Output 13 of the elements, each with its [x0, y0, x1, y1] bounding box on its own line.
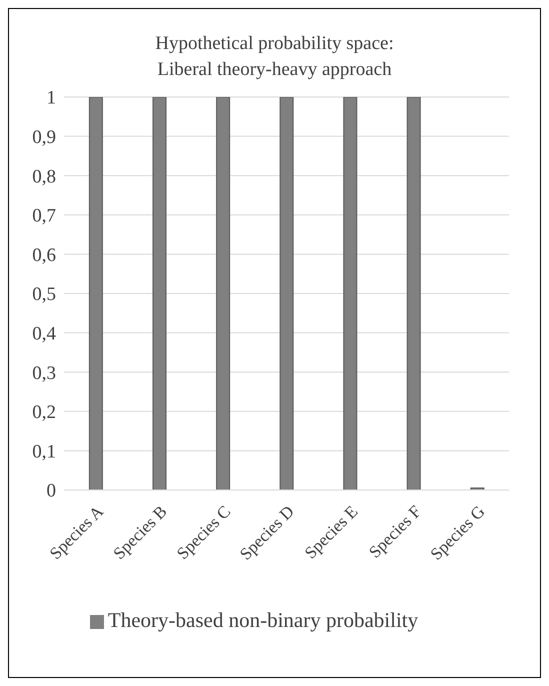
y-tick-label: 0,3 — [32, 362, 56, 384]
legend-label: Theory-based non-binary probability — [108, 608, 418, 632]
y-tick-label: 0,4 — [32, 324, 56, 345]
y-tick-label: 0,1 — [32, 441, 56, 462]
y-tick-label: 0,5 — [32, 284, 56, 306]
y-tick-label: 0 — [46, 480, 56, 502]
chart-title: Hypothetical probability space: Liberal theory-heavy approach — [154, 32, 395, 82]
y-tick-label: 0,2 — [32, 402, 56, 424]
y-tick-label: 1 — [46, 88, 56, 109]
y-tick-label: 0,8 — [32, 166, 56, 188]
y-tick-label: 0,9 — [32, 127, 56, 148]
y-tick-label: 0,7 — [32, 206, 56, 227]
y-tick-label: 0,6 — [32, 244, 56, 266]
